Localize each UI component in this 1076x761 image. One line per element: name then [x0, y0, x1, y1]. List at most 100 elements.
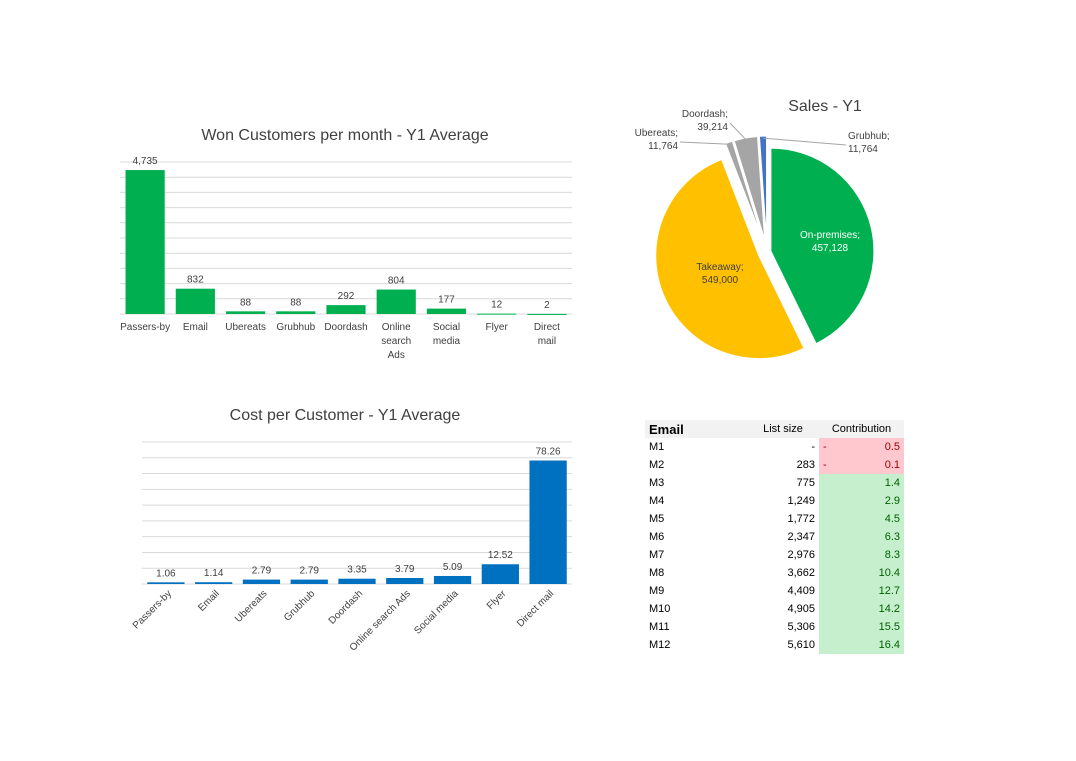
list-size-cell: 2,347: [787, 531, 815, 543]
table-row: M2 283- 0.1: [645, 456, 904, 474]
table-row: M1 - - 0.5: [645, 438, 904, 456]
category-label: Ads: [388, 350, 405, 361]
data-label: 78.26: [536, 447, 561, 458]
month-cell: M8: [649, 567, 665, 579]
slice-value: 11,764: [648, 141, 678, 152]
month-cell: M7: [649, 549, 665, 561]
list-size-cell: 4,409: [787, 585, 815, 597]
slice-value: 11,764: [848, 144, 878, 155]
contribution-cell: 12.7: [819, 582, 904, 600]
list-size-cell: 2,976: [787, 549, 815, 561]
month-cell: M12: [649, 639, 671, 651]
sales-pie-plot: On-premises; 457,128 Takeaway; 549,000 Ubere…: [635, 109, 890, 360]
list-size-cell: 3,662: [787, 567, 815, 579]
category-label: Online: [382, 322, 411, 333]
slice-value: 457,128: [812, 243, 849, 254]
category-label: Flyer: [486, 322, 509, 333]
contribution-cell: 16.4: [819, 636, 904, 654]
data-label: 804: [388, 276, 405, 287]
table-row: M11 5,306 15.5: [645, 618, 904, 636]
data-label: 292: [338, 291, 355, 302]
contribution-value: 4.5: [884, 513, 900, 525]
category-label: Direct mail: [515, 588, 556, 629]
bar: [276, 311, 316, 314]
list-size-cell: 1,249: [787, 495, 815, 507]
bar: [326, 305, 366, 314]
bar: [338, 578, 376, 584]
category-label: media: [433, 336, 461, 347]
data-label: 3.35: [347, 565, 367, 576]
contribution-cell: 15.5: [819, 618, 904, 636]
pie-slice: [758, 135, 768, 240]
contribution-cell: 4.5: [819, 510, 904, 528]
contribution-value: 1.4: [884, 477, 900, 489]
bar: [477, 313, 517, 315]
header-contribution: Contribution: [819, 420, 904, 438]
data-label: 12.52: [488, 550, 513, 561]
contribution-value: 8.3: [884, 549, 900, 561]
list-size-cell: 1,772: [787, 513, 815, 525]
data-label: 3.79: [395, 564, 415, 575]
bar: [433, 575, 472, 584]
pie-slice: [770, 147, 875, 345]
pie-slice: [733, 135, 766, 240]
table-row: M8 3,662 10.4: [645, 564, 904, 582]
table-row: M3 775 1.4: [645, 474, 904, 492]
negative-marker: -: [823, 459, 827, 471]
pie-slice: [655, 158, 805, 360]
contribution-cell: 2.9: [819, 492, 904, 510]
bar: [125, 170, 165, 314]
category-label: Doordash: [324, 322, 367, 333]
slice-value: 549,000: [702, 275, 739, 286]
contribution-value: 6.3: [884, 531, 900, 543]
chart-title: Sales - Y1: [788, 98, 862, 115]
sales-pie-chart: Sales - Y1 On-premises; 457,128 Takeaway; 5…: [620, 90, 910, 380]
category-label: Ubereats: [225, 322, 266, 333]
bar: [529, 460, 567, 584]
table-row: M12 5,610 16.4: [645, 636, 904, 654]
category-label: Social: [433, 322, 460, 333]
list-size-cell: 283: [796, 459, 815, 471]
list-size-cell: 5,610: [787, 639, 815, 651]
bar: [386, 578, 424, 584]
month-cell: M11: [649, 621, 670, 633]
month-cell: M10: [649, 603, 671, 615]
data-label: 88: [240, 297, 252, 308]
data-label: 832: [187, 275, 204, 286]
cost-per-customer-chart: Cost per Customer - Y1 Average 1.06 Passe…: [110, 402, 580, 662]
month-cell: M5: [649, 513, 665, 525]
data-label: 4,735: [133, 156, 158, 167]
table-row: M10 4,905 14.2: [645, 600, 904, 618]
contribution-cell: 1.4: [819, 474, 904, 492]
data-label: 2.79: [252, 566, 272, 577]
data-label: 177: [438, 295, 455, 306]
data-label: 5.09: [443, 562, 463, 573]
table-row: M6 2,347 6.3: [645, 528, 904, 546]
chart-title: Won Customers per month - Y1 Average: [201, 127, 489, 144]
negative-marker: -: [823, 441, 827, 453]
slice-value: 39,214: [697, 122, 728, 133]
slice-label: Grubhub;: [848, 131, 890, 142]
chart-title: Cost per Customer - Y1 Average: [229, 407, 461, 424]
month-cell: M1: [649, 441, 665, 453]
won-customers-plot: 4,735 Passers-by 832 Email 88 Ubereats 88 Grubh…: [120, 156, 572, 361]
contribution-cell: 8.3: [819, 546, 904, 564]
contribution-value: 14.2: [878, 603, 900, 615]
cost-per-customer-plot: 1.06 Passers-by 1.14 Email 2.79 Ubereats 2.79 G…: [131, 441, 572, 654]
data-label: 1.06: [156, 568, 176, 579]
category-label: Doordash: [327, 588, 365, 626]
bar: [527, 313, 567, 315]
table-row: M7 2,976 8.3: [645, 546, 904, 564]
bar: [290, 579, 328, 584]
contribution-cell: - 0.5: [819, 438, 904, 456]
category-label: Passers-by: [131, 588, 174, 631]
bar: [195, 582, 233, 584]
header-list-size: List size: [747, 420, 819, 438]
contribution-value: 16.4: [878, 639, 900, 651]
month-cell: M2: [649, 459, 665, 471]
month-cell: M9: [649, 585, 665, 597]
table-row: M4 1,249 2.9: [645, 492, 904, 510]
list-size-cell: 4,905: [787, 603, 815, 615]
list-size-cell: -: [811, 441, 815, 453]
data-label: 88: [290, 297, 302, 308]
